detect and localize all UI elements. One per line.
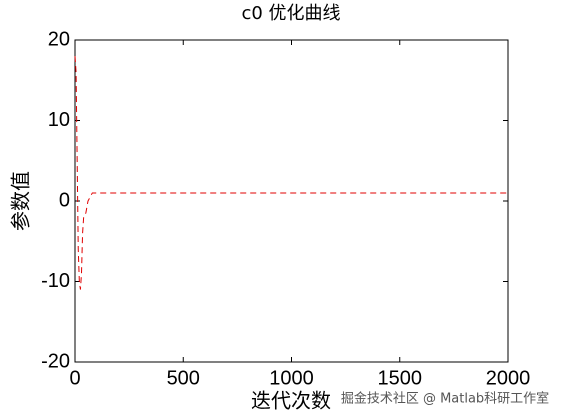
x-tick-label: 0 — [69, 367, 80, 389]
x-tick-label: 1000 — [269, 367, 314, 389]
y-axis-label: 参数值 — [9, 171, 33, 231]
x-tick-label: 500 — [167, 367, 200, 389]
x-axis-label: 迭代次数 — [251, 389, 331, 413]
watermark: 掘金技术社区 @ Matlab科研工作室 — [341, 391, 549, 407]
y-tick-label: -20 — [41, 350, 70, 372]
x-tick-label: 1500 — [378, 367, 423, 389]
y-tick-label: 20 — [48, 28, 70, 50]
x-tick-label: 2000 — [486, 367, 531, 389]
y-tick-label: 0 — [59, 189, 70, 211]
y-tick-label: 10 — [48, 109, 70, 131]
y-tick-label: -10 — [41, 270, 70, 292]
chart-title: c0 优化曲线 — [241, 3, 340, 24]
